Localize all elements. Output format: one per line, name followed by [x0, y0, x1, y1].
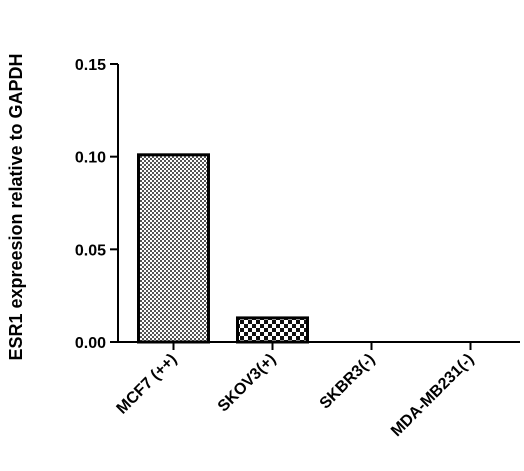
bar-1: [236, 316, 309, 344]
x-tick-label: SKBR3(-): [317, 351, 379, 413]
bar-0: [137, 153, 210, 344]
x-axis-ticks: MCF7 (++) SKOV3(+) SKBR3(-) MDA-MB231(-): [114, 342, 477, 440]
x-tick-label: SKOV3(+): [215, 351, 280, 416]
y-tick-label: 0.15: [75, 57, 106, 74]
y-axis-title: ESR1 expreesion relative to GAPDH: [6, 53, 26, 360]
y-tick-label: 0.10: [75, 150, 106, 167]
y-tick-label: 0.05: [75, 242, 106, 259]
y-tick-label: 0.00: [75, 335, 106, 352]
x-tick-label: MCF7 (++): [114, 351, 181, 418]
y-axis-ticks: 0.00 0.05 0.10 0.15: [75, 57, 118, 352]
x-tick-label: MDA-MB231(-): [388, 351, 477, 440]
plot-area: [137, 153, 309, 344]
